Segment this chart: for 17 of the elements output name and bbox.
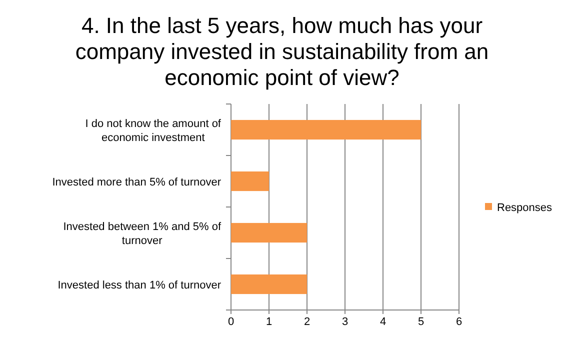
bar: [231, 171, 269, 192]
y-tick-label: Invested less than 1% of turnover: [58, 279, 222, 292]
bar: [231, 222, 307, 243]
legend-label: Responses: [497, 202, 553, 214]
x-tick-label: 4: [380, 316, 386, 328]
x-tick-label: 6: [456, 316, 462, 328]
bar: [231, 120, 421, 140]
x-tick-label: 3: [342, 316, 348, 328]
chart-title: 4. In the last 5 years, how much has your company invested in sustainability from an economic point of view?: [75, 13, 489, 90]
y-tick-label: Invested between 1% and 5% of turnover: [63, 220, 222, 247]
bar: [231, 274, 307, 294]
x-tick-label: 0: [228, 316, 234, 328]
y-tick-label: Invested more than 5% of turnover: [52, 176, 222, 188]
x-tick-label: 5: [418, 316, 424, 328]
x-tick-label: 2: [304, 316, 310, 328]
x-tick-label: 1: [266, 316, 272, 328]
y-tick-label: I do not know the amount of economic investment: [85, 118, 222, 144]
